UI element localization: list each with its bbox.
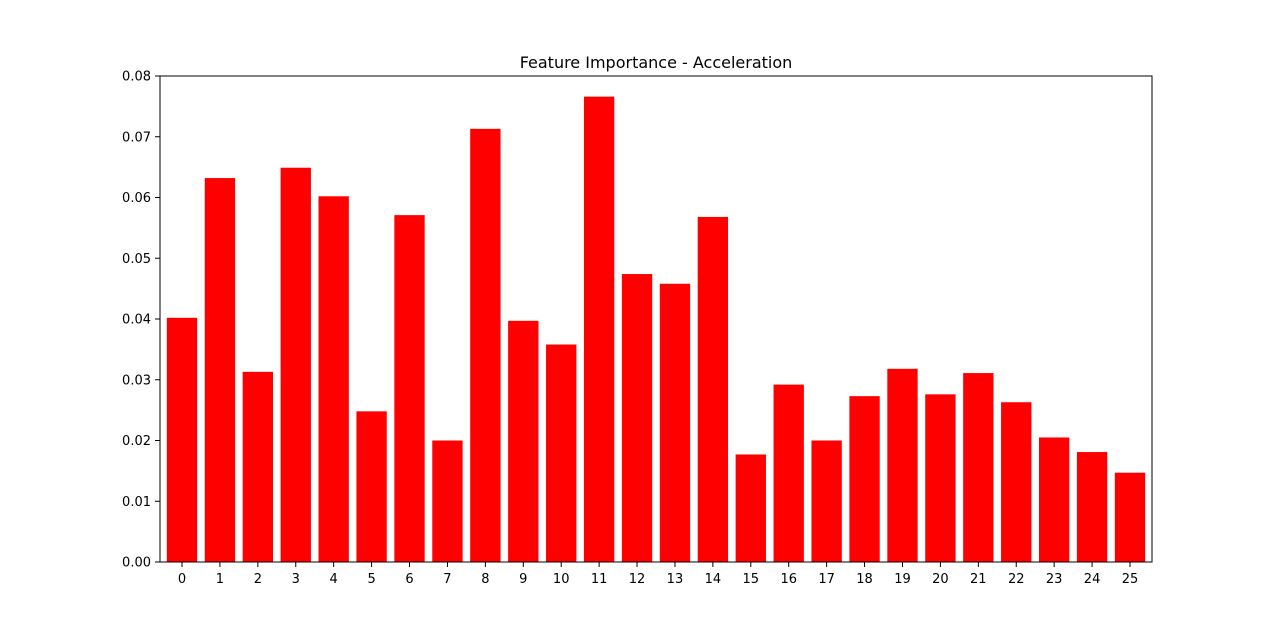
- x-tick-label-16: 16: [780, 572, 797, 587]
- bar-1: [204, 178, 236, 562]
- x-tick-label-14: 14: [705, 572, 722, 587]
- bar-25: [1114, 472, 1146, 562]
- x-tick-label-6: 6: [405, 572, 413, 587]
- bar-14: [697, 216, 729, 562]
- bar-13: [659, 283, 691, 562]
- bar-12: [621, 274, 653, 562]
- x-tick-label-1: 1: [216, 572, 224, 587]
- bar-3: [280, 167, 311, 563]
- plot-frame: [159, 75, 1153, 563]
- x-tick-label-23: 23: [1046, 572, 1063, 587]
- x-tick-label-20: 20: [932, 572, 949, 587]
- bars-group: [166, 96, 1146, 563]
- bar-2: [242, 371, 274, 562]
- x-tick-label-25: 25: [1122, 572, 1139, 587]
- x-tick-label-21: 21: [970, 572, 987, 587]
- chart-title: Feature Importance - Acceleration: [520, 53, 793, 72]
- bar-11: [583, 96, 615, 562]
- bar-8: [470, 128, 501, 563]
- bar-23: [1038, 437, 1070, 562]
- bar-22: [1001, 402, 1032, 562]
- x-tick-label-11: 11: [591, 572, 608, 587]
- bar-16: [773, 384, 804, 562]
- y-axis: 0.00 0.01 0.02 0.03 0.04 0.05 0.06 0.07 0.08: [122, 70, 160, 571]
- bar-10: [546, 344, 577, 562]
- x-tick-label-3: 3: [292, 572, 300, 587]
- bar-6: [394, 215, 425, 562]
- bar-5: [356, 411, 387, 562]
- bar-18: [849, 396, 880, 562]
- x-tick-label-24: 24: [1084, 572, 1101, 587]
- y-tick-label-8: 0.08: [122, 70, 151, 85]
- bar-21: [963, 373, 994, 562]
- bar-9: [508, 320, 539, 562]
- y-tick-label-2: 0.02: [122, 434, 151, 449]
- x-tick-label-13: 13: [667, 572, 684, 587]
- y-tick-label-4: 0.04: [122, 313, 151, 328]
- bar-0: [166, 317, 198, 562]
- y-tick-label-5: 0.05: [122, 252, 151, 267]
- x-tick-label-5: 5: [367, 572, 375, 587]
- x-tick-label-0: 0: [178, 572, 186, 587]
- x-tick-label-19: 19: [894, 572, 911, 587]
- x-tick-label-8: 8: [481, 572, 489, 587]
- x-tick-label-18: 18: [856, 572, 873, 587]
- bar-4: [318, 196, 349, 562]
- y-tick-label-3: 0.03: [122, 373, 151, 388]
- y-tick-label-7: 0.07: [122, 130, 151, 145]
- x-tick-label-4: 4: [330, 572, 338, 587]
- x-axis: 0 1 2 3 4 5 6 7 8 9 10 11 12 13 14 15 16 17 18 19 20 21 22 23 24…: [178, 562, 1138, 587]
- x-tick-label-10: 10: [553, 572, 570, 587]
- bar-19: [887, 368, 918, 562]
- y-tick-label-1: 0.01: [122, 495, 151, 510]
- x-tick-label-22: 22: [1008, 572, 1025, 587]
- x-tick-label-17: 17: [818, 572, 835, 587]
- bar-20: [925, 394, 956, 562]
- x-tick-label-2: 2: [254, 572, 262, 587]
- bar-17: [811, 440, 842, 562]
- x-tick-label-9: 9: [519, 572, 527, 587]
- x-tick-label-7: 7: [443, 572, 451, 587]
- y-tick-label-6: 0.06: [122, 191, 151, 206]
- bar-15: [735, 454, 766, 562]
- x-tick-label-15: 15: [743, 572, 760, 587]
- y-tick-label-0: 0.00: [122, 556, 151, 571]
- bar-24: [1076, 452, 1108, 562]
- x-tick-label-12: 12: [629, 572, 646, 587]
- bar-7: [432, 440, 463, 562]
